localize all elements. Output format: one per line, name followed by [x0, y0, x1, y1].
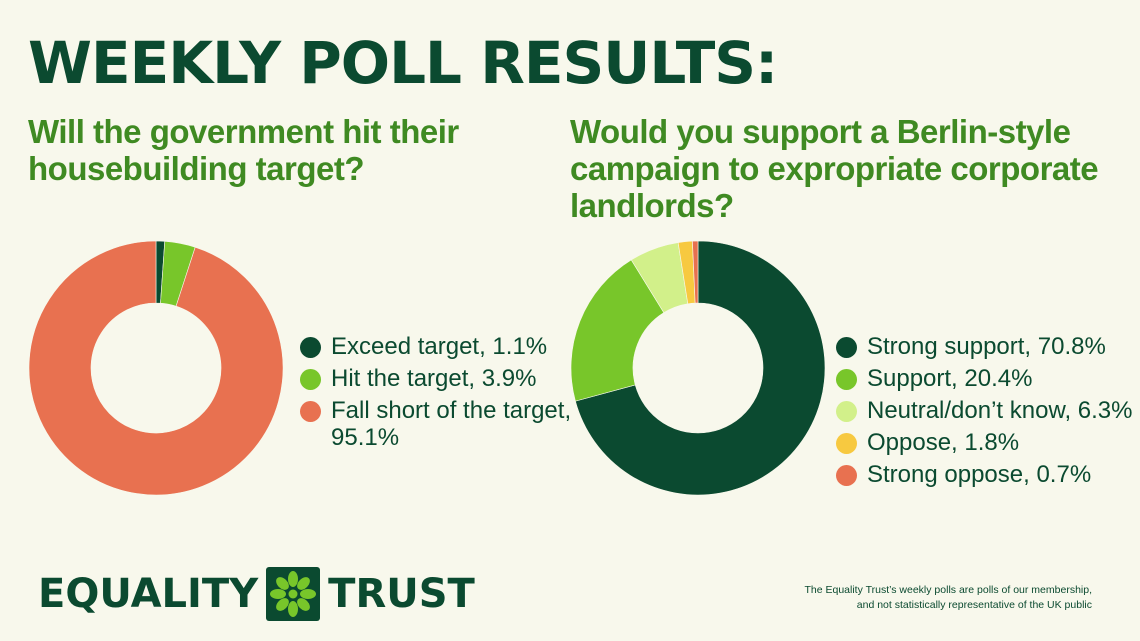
- chart-2-legend-item-0: Strong support, 70.8%: [836, 333, 1136, 361]
- chart-1-legend-label-0: Exceed target, 1.1%: [331, 333, 548, 360]
- chart-1-legend-swatch-0: [300, 337, 321, 358]
- chart-2-legend-label-1: Support, 20.4%: [867, 364, 1033, 392]
- chart-2-legend-item-3: Oppose, 1.8%: [836, 428, 1136, 457]
- chart-2-legend-label-4: Strong oppose, 0.7%: [867, 460, 1092, 488]
- chart-2-legend-label-0: Strong support, 70.8%: [867, 333, 1106, 360]
- expropriation-donut-chart: [570, 240, 826, 496]
- chart-2-legend-label-3: Oppose, 1.8%: [867, 428, 1020, 456]
- chart-1-title: Will the government hit their housebuild…: [28, 113, 459, 187]
- logo-mark-petals: [270, 571, 317, 617]
- asterisk-logo-icon: [266, 567, 321, 621]
- housebuilding-donut-chart: [28, 240, 284, 496]
- chart-2-legend-item-1: Support, 20.4%: [836, 364, 1136, 393]
- chart-1-legend-label-1: Hit the target, 3.9%: [331, 364, 537, 392]
- chart-2-legend-swatch-0: [836, 337, 857, 358]
- chart-2-legend-label-2: Neutral/don’t know, 6.3%: [867, 396, 1133, 424]
- page-title: WEEKLY POLL RESULTS:: [28, 29, 778, 97]
- equality-trust-logo: EQUALITY TRUST: [38, 566, 475, 622]
- chart-2-legend-swatch-2: [836, 400, 857, 422]
- footnote: The Equality Trust’s weekly polls are po…: [804, 583, 1092, 613]
- logo-word-left: EQUALITY: [38, 571, 259, 617]
- chart-2-legend-swatch-4: [836, 464, 857, 486]
- chart-2-title: Would you support a Berlin-style campaig…: [570, 113, 1099, 224]
- chart-1-slice-2: [28, 240, 284, 496]
- chart-1-legend-label-2: Fall short of the target, 95.1%: [331, 396, 572, 451]
- footnote-line-1: The Equality Trust’s weekly polls are po…: [804, 584, 1092, 596]
- chart-1-legend-item-2: Fall short of the target, 95.1%: [300, 396, 575, 452]
- chart-2-slice-1: [570, 259, 665, 402]
- chart-2-legend-swatch-1: [836, 368, 857, 390]
- chart-1-legend-swatch-1: [300, 368, 321, 390]
- chart-2-legend-swatch-3: [836, 432, 857, 454]
- chart-1-legend-item-0: Exceed target, 1.1%: [300, 333, 575, 361]
- chart-2-slice-0: [575, 240, 826, 496]
- housebuilding-legend: Exceed target, 1.1% Hit the target, 3.9% F…: [300, 333, 575, 457]
- footnote-line-2: and not statistically representative of …: [856, 599, 1092, 612]
- chart-2-legend-item-2: Neutral/don’t know, 6.3%: [836, 396, 1136, 425]
- expropriation-legend: Strong support, 70.8% Support, 20.4% Neutr…: [836, 333, 1136, 493]
- chart-2-legend-item-4: Strong oppose, 0.7%: [836, 460, 1136, 489]
- logo-word-right: TRUST: [328, 571, 475, 617]
- chart-1-legend-swatch-2: [300, 400, 321, 422]
- chart-1-legend-item-1: Hit the target, 3.9%: [300, 364, 575, 393]
- chart-2-slice-4: [692, 240, 699, 304]
